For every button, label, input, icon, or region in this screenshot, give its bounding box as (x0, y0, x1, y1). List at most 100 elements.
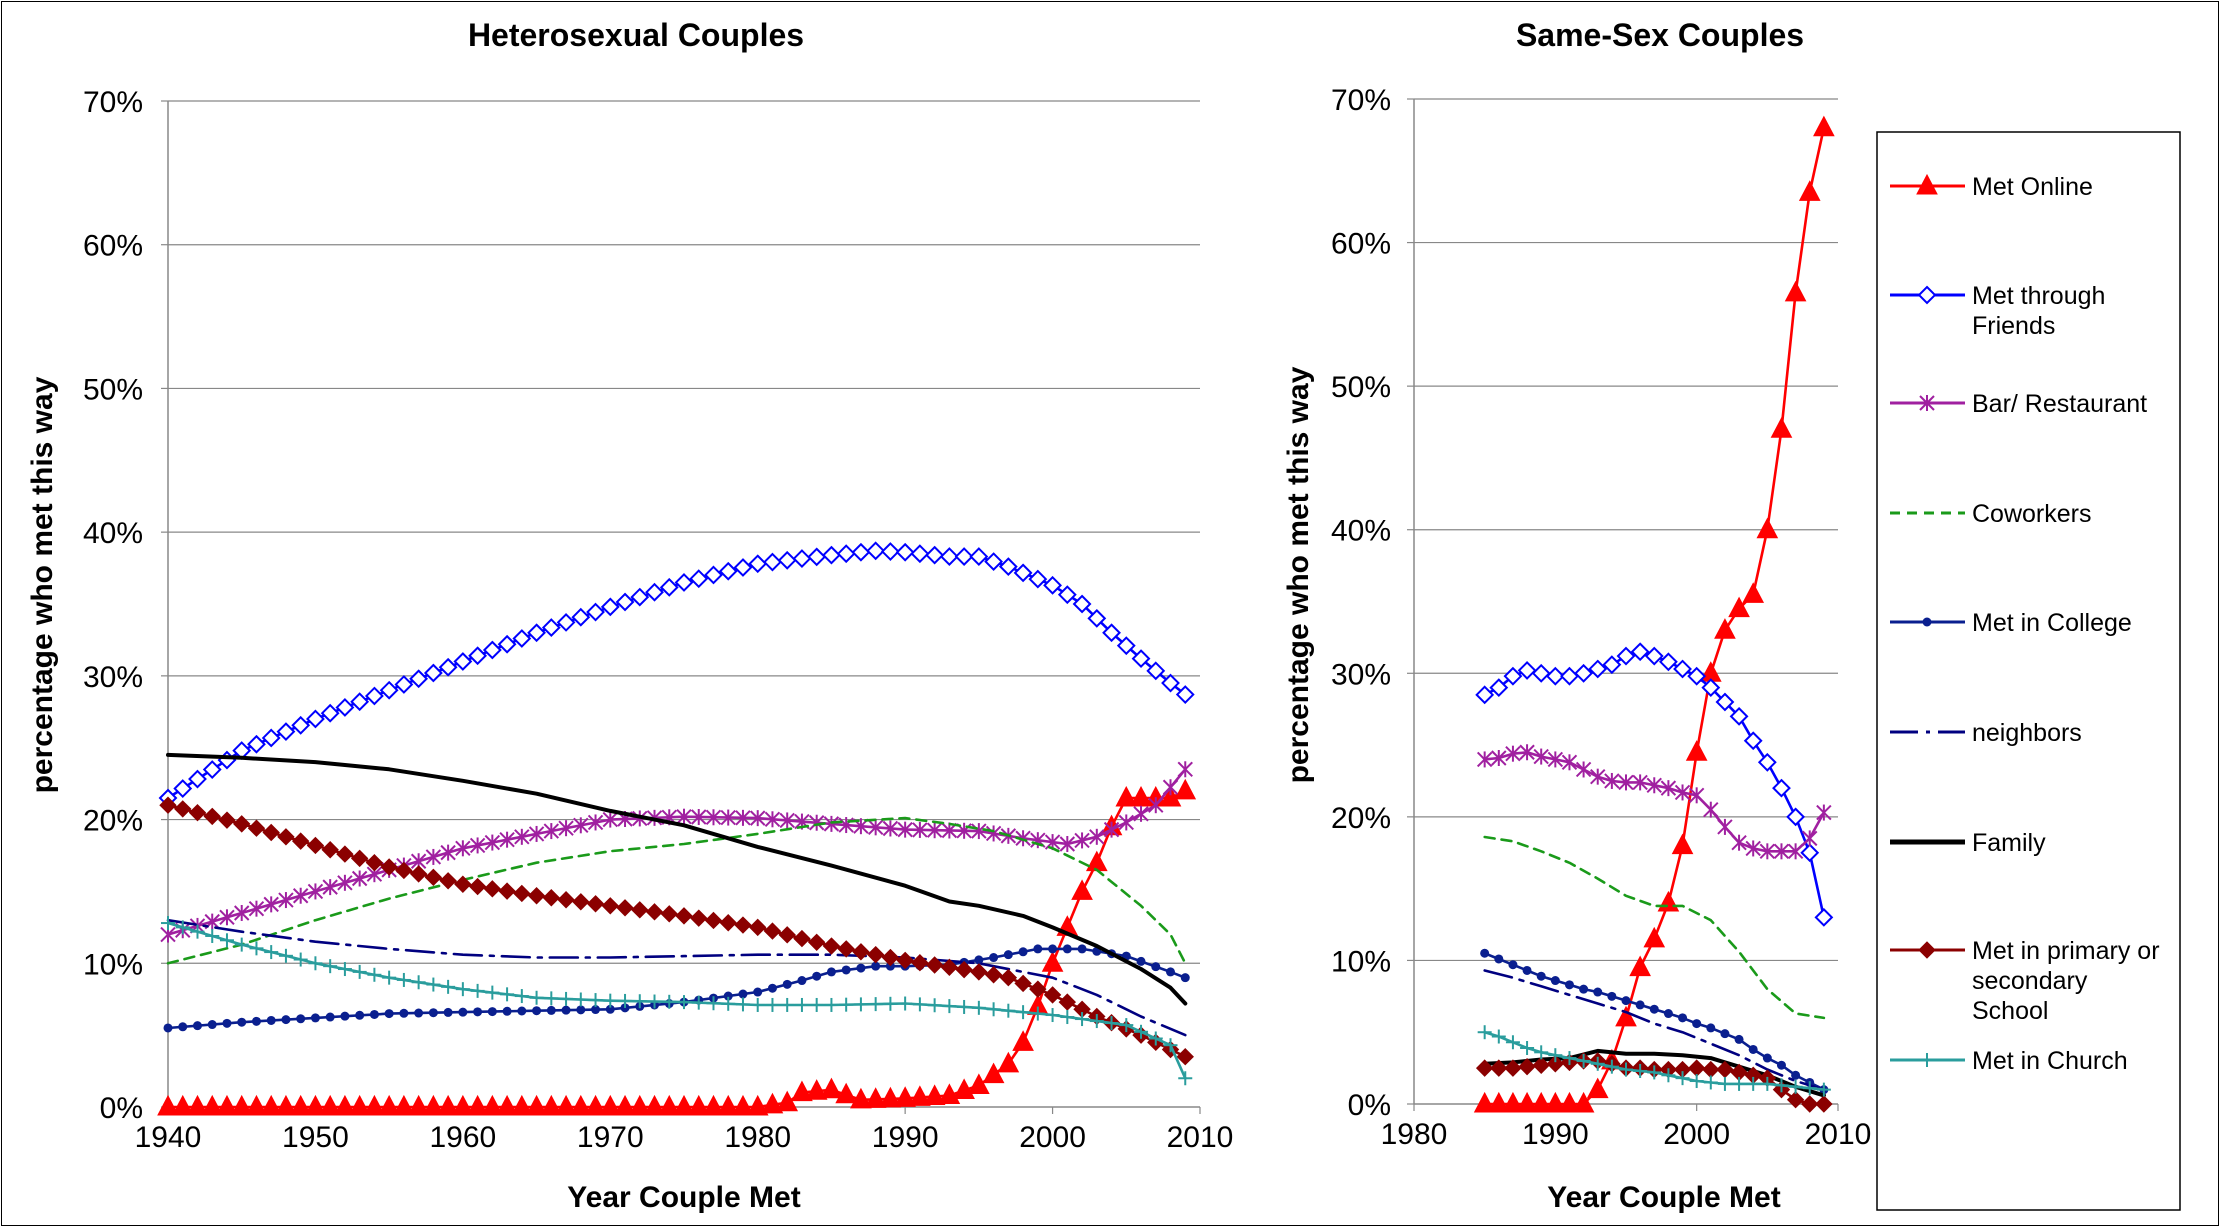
data-point (1166, 967, 1176, 977)
data-point (1572, 1091, 1595, 1113)
data-point (455, 840, 471, 857)
data-point (188, 769, 207, 789)
series-line (166, 921, 1187, 1080)
data-point (543, 823, 560, 840)
data-point (511, 1094, 533, 1116)
data-point (1163, 1038, 1178, 1053)
data-point (1564, 980, 1574, 990)
data-point (458, 1007, 468, 1017)
data-point (499, 831, 515, 848)
data-point (812, 971, 822, 981)
data-point (558, 820, 574, 837)
data-point (1491, 1029, 1506, 1044)
legend-label: Met in primary or secondary School (1972, 937, 2160, 1025)
data-point (1579, 984, 1589, 994)
data-point (1041, 951, 1064, 972)
x-tick-label: 1980 (724, 1121, 791, 1154)
data-point (424, 868, 443, 887)
legend-item-met-through-friends: Met through Friends (1890, 282, 2105, 340)
series-met-in-church (1477, 1025, 1831, 1097)
data-point (1059, 836, 1076, 853)
data-point (219, 933, 234, 948)
y-tick-label: 30% (1331, 658, 1391, 691)
data-point (1480, 948, 1490, 958)
legend-item-family: Family (1890, 829, 2046, 857)
data-point (706, 996, 721, 1011)
data-point (614, 1094, 636, 1116)
legend-box (1876, 131, 2181, 1211)
data-point (1015, 830, 1031, 847)
legend-label-line: neighbors (1972, 719, 2082, 747)
legend-label-line: Coworkers (1972, 500, 2091, 528)
x-tick-label: 2010 (1167, 1121, 1234, 1154)
data-point (1003, 950, 1013, 960)
data-point (1742, 582, 1765, 603)
data-point (603, 993, 618, 1008)
data-point (866, 945, 885, 964)
legend: Met Online Met through Friends Bar/ Restaur… (1876, 131, 2181, 1211)
data-point (178, 1022, 188, 1032)
data-point (602, 811, 618, 828)
data-point (263, 896, 279, 913)
data-point (765, 997, 780, 1012)
data-point (291, 832, 310, 850)
data-point (1519, 744, 1535, 761)
data-point (1508, 960, 1518, 970)
data-point (260, 1094, 283, 1116)
data-point (1630, 642, 1650, 662)
data-point (237, 1017, 247, 1027)
data-point (1715, 692, 1735, 712)
data-point (894, 1086, 916, 1107)
data-point (468, 646, 488, 666)
data-point (525, 1094, 548, 1116)
data-point (1788, 1079, 1803, 1094)
data-point (1072, 594, 1092, 614)
data-point (307, 883, 324, 900)
data-point (618, 993, 633, 1008)
data-point (1657, 890, 1680, 912)
series-coworkers (1483, 835, 1826, 1020)
data-point (335, 698, 355, 717)
data-point (778, 926, 796, 944)
data-point (957, 999, 972, 1014)
data-point (440, 844, 456, 861)
data-point (797, 976, 807, 986)
data-point (1776, 1060, 1786, 1070)
data-point (909, 1085, 931, 1106)
data-point (1102, 623, 1121, 643)
legend-label-line: Met in Church (1972, 1047, 2128, 1075)
data-point (1089, 828, 1105, 845)
data-point (1574, 663, 1594, 683)
data-point (864, 1087, 887, 1108)
data-point (247, 734, 266, 754)
data-point (1607, 991, 1617, 1001)
data-point (528, 825, 545, 842)
data-point (1520, 1041, 1535, 1056)
data-point (159, 796, 177, 814)
data-point (883, 996, 898, 1011)
data-point (321, 841, 339, 859)
data-point (425, 848, 442, 865)
chart-title: Heterosexual Couples (468, 17, 804, 53)
data-point (779, 812, 795, 829)
data-point (1018, 947, 1028, 957)
data-point (561, 1005, 571, 1015)
data-point (898, 996, 913, 1011)
data-point (940, 958, 959, 977)
data-point (1588, 659, 1608, 679)
data-point (382, 970, 397, 985)
data-point (1487, 1091, 1510, 1113)
data-point (1062, 944, 1072, 954)
data-point (631, 901, 649, 919)
data-point (1687, 1059, 1706, 1077)
legend-label: Met in Church (1972, 1047, 2128, 1075)
data-point (1071, 879, 1093, 900)
data-point (586, 602, 605, 622)
data-point (1118, 814, 1134, 831)
data-point (1544, 1091, 1567, 1113)
data-point (1604, 772, 1620, 789)
legend-swatch-marker (1916, 173, 1938, 195)
data-point (704, 911, 723, 930)
